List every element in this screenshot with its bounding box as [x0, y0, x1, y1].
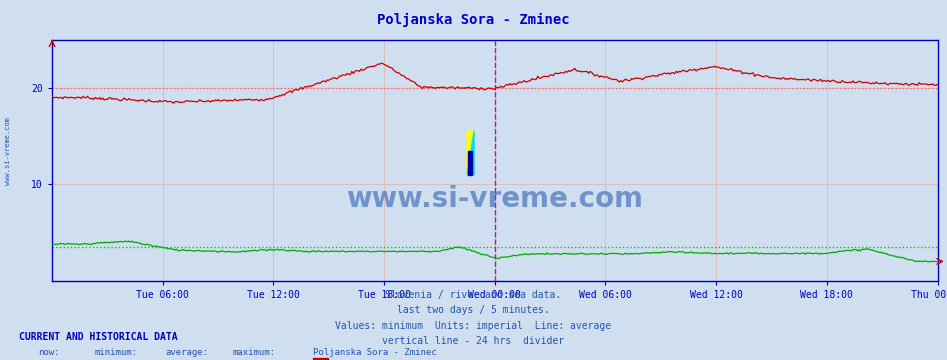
Text: vertical line - 24 hrs  divider: vertical line - 24 hrs divider [383, 336, 564, 346]
Polygon shape [467, 131, 474, 175]
Text: www.si-vreme.com: www.si-vreme.com [5, 117, 10, 185]
Text: www.si-vreme.com: www.si-vreme.com [347, 185, 643, 213]
Text: Values: minimum  Units: imperial  Line: average: Values: minimum Units: imperial Line: av… [335, 321, 612, 331]
Text: Poljanska Sora - Zminec: Poljanska Sora - Zminec [377, 13, 570, 27]
Text: CURRENT AND HISTORICAL DATA: CURRENT AND HISTORICAL DATA [19, 332, 178, 342]
Polygon shape [467, 131, 474, 175]
Text: average:: average: [166, 348, 208, 357]
Text: Poljanska Sora - Zminec: Poljanska Sora - Zminec [313, 348, 437, 357]
Text: last two days / 5 minutes.: last two days / 5 minutes. [397, 305, 550, 315]
Text: maximum:: maximum: [232, 348, 275, 357]
Text: minimum:: minimum: [95, 348, 137, 357]
Bar [468, 151, 473, 175]
Text: Slovenia / river and sea data.: Slovenia / river and sea data. [385, 290, 562, 300]
Text: now:: now: [38, 348, 60, 357]
